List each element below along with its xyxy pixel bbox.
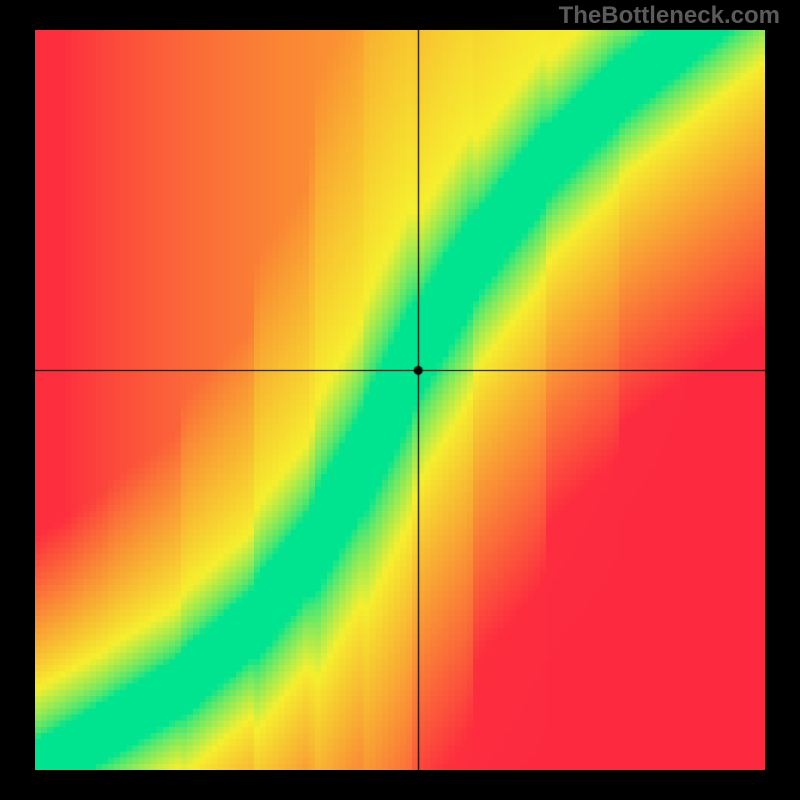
watermark-text: TheBottleneck.com (559, 2, 780, 30)
chart-container: { "watermark": { "text": "TheBottleneck.… (0, 0, 800, 800)
bottleneck-heatmap (35, 30, 765, 770)
